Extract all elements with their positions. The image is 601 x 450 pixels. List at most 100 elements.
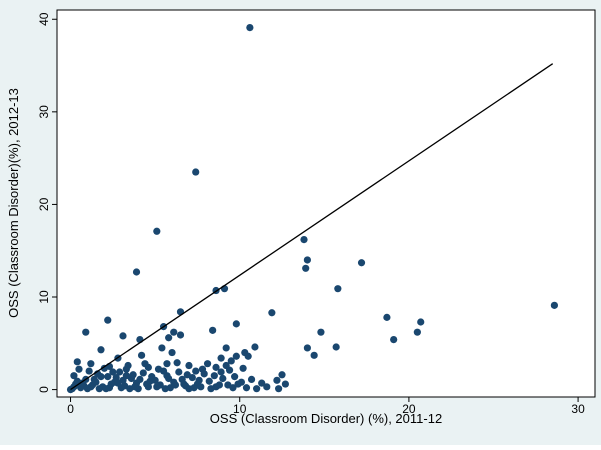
data-point [190,384,198,392]
data-point [131,383,139,391]
y-tick-label: 0 [37,386,51,393]
data-point [417,318,425,326]
data-point [124,361,132,370]
data-point [246,23,254,32]
data-point [239,364,247,372]
data-point [203,360,212,368]
data-point [332,343,340,351]
data-point [212,363,220,371]
data-point [278,371,286,379]
data-point [137,351,146,359]
data-point [153,383,161,391]
data-point [173,359,181,367]
data-point [227,357,235,365]
data-point [95,385,103,393]
data-point [139,369,147,377]
y-tick-label: 20 [37,197,51,211]
data-point [185,361,193,370]
data-point [132,268,141,276]
data-point [78,379,86,387]
data-point [163,360,171,368]
data-point [73,358,81,366]
y-axis-label: OSS (Classroom Disorder)(%), 2012-13 [6,88,21,318]
data-point [87,383,95,391]
data-point [176,331,185,339]
data-point [192,168,200,176]
data-point [183,371,191,379]
data-point [97,346,105,354]
data-point [97,373,105,381]
data-point [141,360,149,368]
data-point [85,367,93,375]
data-point [303,256,311,264]
data-point [247,375,256,384]
data-point [158,344,166,352]
data-point [153,227,161,235]
data-point [273,376,281,384]
data-point [70,372,78,380]
x-tick-label: 10 [233,402,247,416]
data-point [170,328,178,336]
data-point [390,335,398,344]
data-point [222,344,230,352]
data-point [100,364,108,372]
data-point [115,368,124,376]
data-point [171,381,180,389]
data-point [263,383,271,391]
data-point [122,372,130,380]
y-tick-label: 40 [37,12,51,26]
data-point [207,385,215,393]
data-point [300,236,308,244]
data-point [217,354,225,362]
data-point [105,384,114,392]
data-point [136,375,144,384]
data-point [112,373,120,382]
data-point [219,374,227,383]
x-axis-label: OSS (Classroom Disorder) (%), 2011-12 [210,411,442,426]
data-point [215,381,224,389]
data-point [231,373,239,381]
data-point [244,352,252,360]
data-point [234,380,242,388]
data-point [114,379,122,387]
data-point [168,348,176,357]
data-point [82,328,90,336]
data-point [217,368,225,376]
reference-line [70,63,554,391]
data-point [334,285,342,293]
x-tick-label: 30 [571,402,585,416]
plot-area [56,9,596,398]
data-point [251,343,259,351]
data-point [413,328,421,336]
data-point [104,373,112,381]
data-point [275,385,283,393]
data-points [66,23,558,394]
data-point [302,264,310,272]
y-tick-label: 10 [37,290,51,304]
data-point [119,332,127,340]
data-point [253,385,261,393]
data-point [75,365,83,373]
data-point [197,383,205,391]
data-point [161,385,169,393]
data-point [165,334,173,342]
data-point [192,367,200,375]
data-point [154,365,163,373]
data-point [210,372,218,380]
x-tick-label: 20 [402,402,416,416]
data-point [180,380,188,388]
data-point [87,360,95,368]
data-point [281,380,289,388]
data-point [222,361,230,370]
data-point [109,368,117,376]
data-point [242,384,251,392]
data-point [550,301,558,309]
data-point [200,370,208,378]
data-point [383,313,391,321]
data-point [232,320,240,328]
data-point [258,379,266,387]
data-point [205,377,213,385]
data-point [357,259,366,267]
